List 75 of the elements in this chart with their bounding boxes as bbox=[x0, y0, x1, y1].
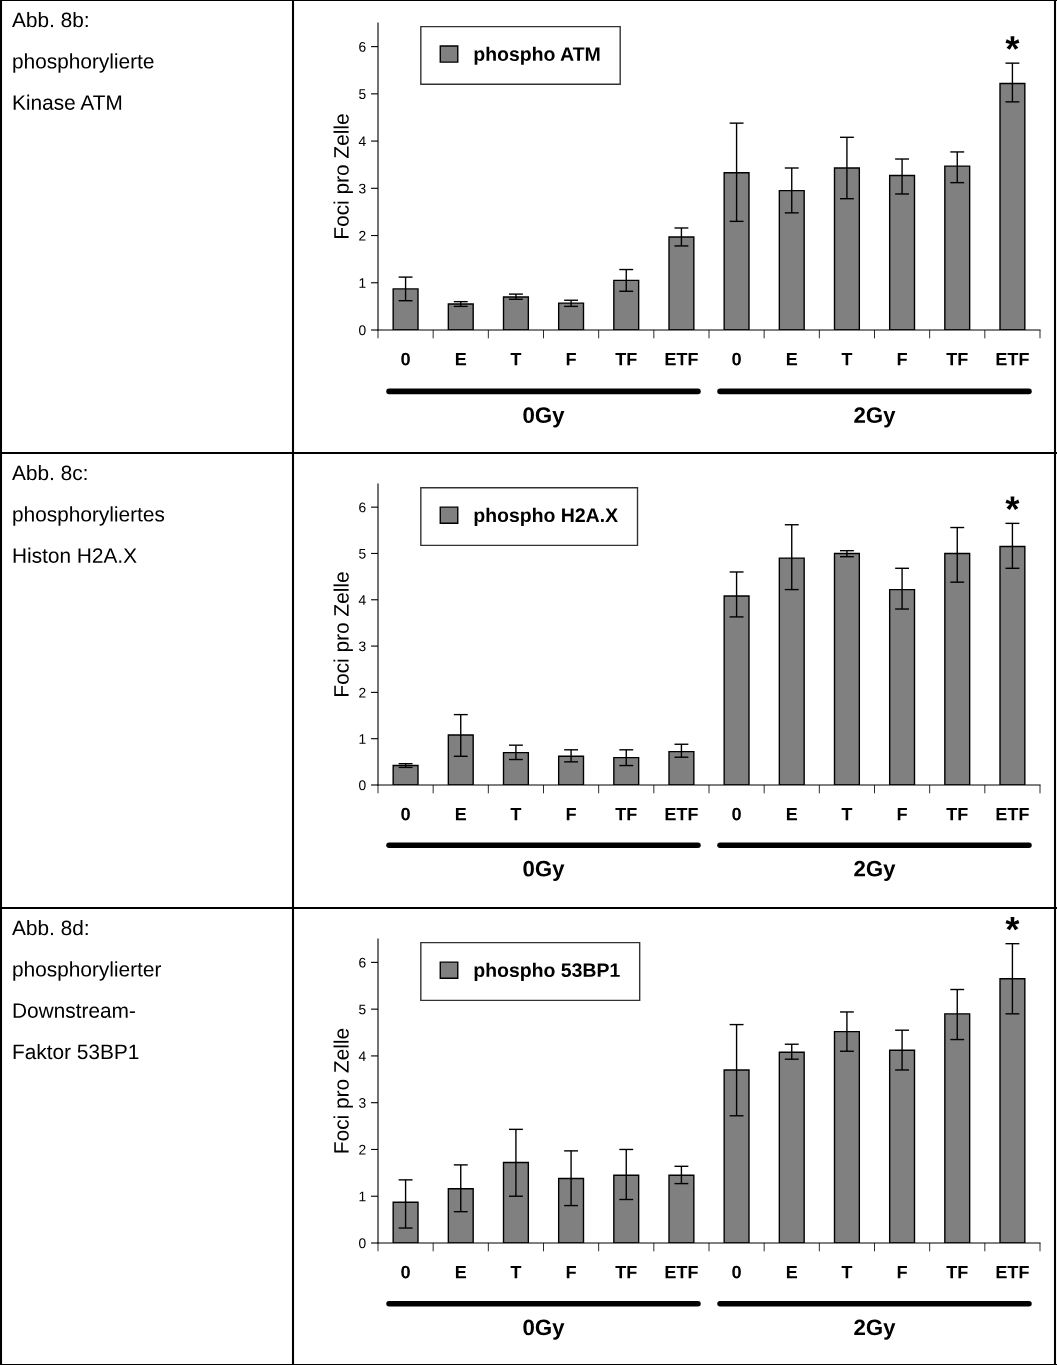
x-tick-label: T bbox=[841, 807, 853, 821]
chart-title: Abb. 8b: phosphorylierte Kinase ATM bbox=[12, 12, 154, 110]
y-tick-label: 6 bbox=[359, 957, 366, 968]
y-tick-label: 5 bbox=[359, 1004, 366, 1015]
y-tick-label: 6 bbox=[359, 41, 366, 52]
chart-title: Abb. 8c: phosphoryliertes Histon H2A.X bbox=[12, 465, 165, 563]
x-tick-label: E bbox=[786, 807, 798, 821]
x-tick-label: ETF bbox=[996, 807, 1029, 821]
x-tick-label: TF bbox=[615, 352, 637, 366]
y-axis-title: Foci pro Zelle bbox=[333, 572, 353, 696]
x-tick-label: TF bbox=[946, 352, 968, 366]
x-tick-label: 0 bbox=[401, 1265, 410, 1279]
x-tick-label: E bbox=[455, 807, 467, 821]
text: 0Gy bbox=[523, 1319, 565, 1340]
x-tick-label: 0 bbox=[401, 807, 410, 821]
legend-label: phospho 53BP1 bbox=[474, 962, 620, 981]
y-tick-label: 1 bbox=[359, 278, 366, 288]
x-tick-label: ETF bbox=[996, 1265, 1029, 1279]
x-tick-label: TF bbox=[615, 1265, 637, 1279]
y-tick-label: 2 bbox=[359, 230, 366, 241]
x-tick-label: F bbox=[566, 352, 576, 366]
y-tick-label: 5 bbox=[359, 89, 366, 100]
y-tick-label: 4 bbox=[358, 595, 366, 605]
x-tick-label: E bbox=[786, 352, 798, 366]
x-tick-label: T bbox=[841, 352, 853, 366]
x-tick-label: T bbox=[841, 1265, 853, 1279]
text: 0Gy bbox=[523, 860, 565, 881]
x-tick-label: F bbox=[897, 807, 907, 821]
x-tick-label: 0 bbox=[401, 352, 410, 366]
text: 0Gy bbox=[523, 407, 565, 428]
annotation: * bbox=[1005, 496, 1020, 511]
x-tick-label: ETF bbox=[665, 1265, 698, 1279]
y-tick-label: 3 bbox=[359, 1098, 366, 1108]
x-tick-label: F bbox=[897, 352, 907, 366]
y-tick-label: 4 bbox=[358, 1051, 366, 1061]
y-tick-label: 2 bbox=[359, 1144, 366, 1155]
legend-label: phospho ATM bbox=[474, 46, 600, 65]
y-tick-label: 5 bbox=[359, 548, 366, 559]
x-tick-label: TF bbox=[946, 807, 968, 821]
y-tick-label: 2 bbox=[359, 687, 366, 698]
x-tick-label: E bbox=[455, 352, 467, 366]
x-tick-label: ETF bbox=[996, 352, 1029, 366]
x-tick-label: ETF bbox=[665, 807, 698, 821]
y-tick-label: 0 bbox=[359, 780, 366, 791]
text: 2Gy bbox=[854, 860, 896, 881]
x-tick-label: F bbox=[897, 1265, 907, 1279]
x-tick-label: T bbox=[510, 807, 522, 821]
x-tick-label: F bbox=[566, 1265, 576, 1279]
y-tick-label: 6 bbox=[359, 502, 366, 513]
y-tick-label: 0 bbox=[359, 1238, 366, 1249]
x-tick-label: E bbox=[786, 1265, 798, 1279]
y-axis-title: Foci pro Zelle bbox=[333, 114, 353, 238]
text: 2Gy bbox=[854, 407, 896, 428]
y-axis-title: Foci pro Zelle bbox=[333, 1028, 353, 1153]
y-tick-label: 4 bbox=[358, 136, 366, 147]
x-tick-label: 0 bbox=[732, 352, 741, 366]
text: 2Gy bbox=[854, 1319, 896, 1340]
x-tick-label: ETF bbox=[665, 352, 698, 366]
y-tick-label: 3 bbox=[359, 183, 366, 194]
legend-label: phospho H2A.X bbox=[474, 507, 618, 526]
annotation: * bbox=[1005, 36, 1020, 50]
y-tick-label: 3 bbox=[359, 641, 366, 652]
x-tick-label: F bbox=[566, 807, 576, 821]
text: * bbox=[1005, 916, 1020, 931]
chart-title: Abb. 8d: phosphorylierter Downstream- Faktor 53BP1 bbox=[12, 920, 162, 1060]
x-tick-label: TF bbox=[615, 807, 637, 821]
y-tick-label: 1 bbox=[359, 734, 366, 744]
x-tick-label: E bbox=[455, 1265, 467, 1279]
y-tick-label: 0 bbox=[359, 325, 366, 336]
x-tick-label: TF bbox=[946, 1265, 968, 1279]
y-tick-label: 1 bbox=[359, 1191, 366, 1202]
x-tick-label: T bbox=[510, 352, 522, 366]
x-tick-label: T bbox=[510, 1265, 522, 1279]
x-tick-label: 0 bbox=[732, 1265, 741, 1279]
x-tick-label: 0 bbox=[732, 807, 741, 821]
